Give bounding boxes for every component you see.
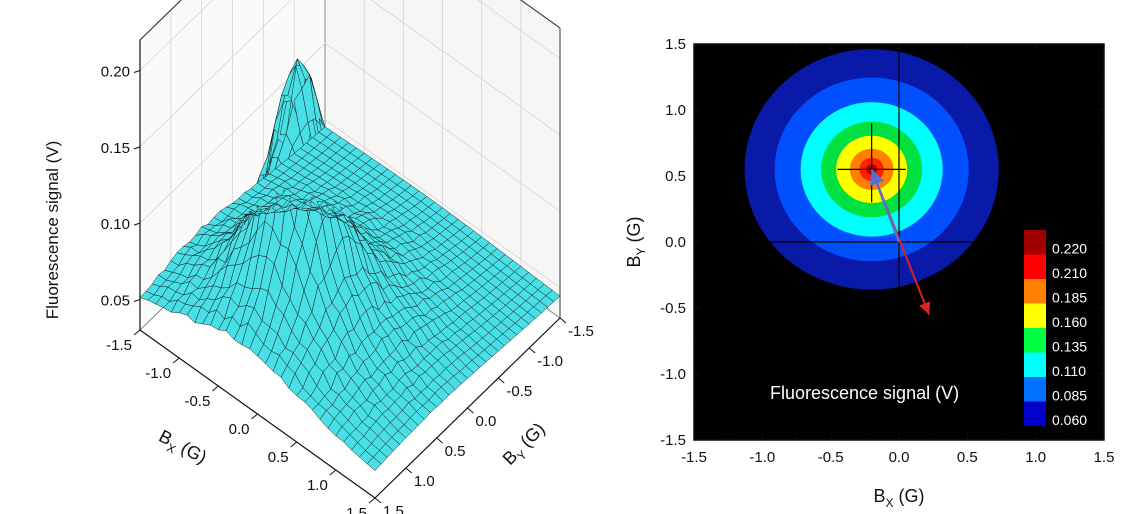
y-tick-label: 0.0 <box>476 413 497 430</box>
colorbar-label: 0.220 <box>1052 240 1087 256</box>
blue-arrow <box>869 168 901 243</box>
x-tick-label: -0.5 <box>184 393 210 410</box>
y-tick-label: -0.5 <box>660 300 686 317</box>
y-tick <box>374 497 382 504</box>
z-tick-label: 0.15 <box>101 140 130 157</box>
z-tick <box>133 298 141 302</box>
heatmap-frame <box>693 43 1105 441</box>
z-tick-label: 0.05 <box>101 292 130 309</box>
x-tick-label: 0.5 <box>957 449 978 466</box>
y-tick-label: 1.5 <box>665 36 686 53</box>
x-tick-label: 1.5 <box>1094 449 1115 466</box>
y-tick-label: -0.5 <box>506 383 532 400</box>
y-tick <box>405 467 413 474</box>
x-tick-label: 1.5 <box>346 505 367 514</box>
wall-grid-line <box>139 0 561 148</box>
z-tick-label: 0.20 <box>101 64 130 81</box>
colorbar-swatch <box>1024 352 1046 377</box>
y-tick-label: -1.0 <box>660 366 686 383</box>
x-tick <box>368 497 376 504</box>
y-tick-label: -1.0 <box>537 353 563 370</box>
x-tick-label: 0.0 <box>889 449 910 466</box>
wall-grid-line <box>139 42 561 224</box>
y-tick-label: -1.5 <box>660 432 686 449</box>
colorbar-label: 0.060 <box>1052 412 1087 428</box>
x-tick-label: -1.0 <box>145 365 171 382</box>
y-tick <box>498 377 505 384</box>
y-tick-label: 1.0 <box>665 102 686 119</box>
surface-mesh <box>139 57 561 471</box>
heatmap-ticks: -1.5 -1.0 -0.5 0.0 0.5 1.0 1.5 1.5 1.0 0.5 0.0 -0.5… <box>660 36 1114 466</box>
y-tick-label: 1.0 <box>414 473 435 490</box>
heatmap-annotation: Fluorescence signal (V) <box>770 383 959 403</box>
wall-grid-line <box>139 0 561 71</box>
colorbar-swatch <box>1024 254 1046 279</box>
x-axis-label: BX (G) <box>154 426 210 471</box>
x-tick <box>172 357 180 364</box>
y-axis-label: BY (G) <box>499 419 552 472</box>
y-tick <box>528 347 536 354</box>
colorbar-swatch <box>1024 230 1046 255</box>
x-tick <box>133 329 141 336</box>
surface-3d-chart: 0.05 0.10 0.15 0.20 -1.5 -1.0 -0.5 0.0 0.5 1.0 1.5… <box>43 0 594 514</box>
y-tick-label: 1.5 <box>383 503 404 514</box>
heatmap-y-axis-label: BY (G) <box>624 216 648 267</box>
heatmap-chart: -1.5 -1.0 -0.5 0.0 0.5 1.0 1.5 1.5 1.0 0.5 0.0 -0.5… <box>624 36 1114 510</box>
y-tick-label: 0.5 <box>665 168 686 185</box>
x-tick-label: 1.0 <box>307 477 328 494</box>
z-axis-label: Fluorescence signal (V) <box>43 141 62 320</box>
colorbar-label: 0.210 <box>1052 265 1087 281</box>
y-tick-label: -1.5 <box>568 323 594 340</box>
z-tick <box>133 70 141 74</box>
z-tick-label: 0.10 <box>101 216 130 233</box>
x-tick-label: 0.5 <box>268 449 289 466</box>
x-tick <box>212 385 219 392</box>
colorbar-label: 0.110 <box>1052 363 1086 379</box>
x-tick <box>251 413 258 420</box>
colorbar-swatch <box>1024 377 1046 402</box>
y-tick <box>467 407 474 414</box>
x-tick-label: -1.5 <box>681 449 707 466</box>
colorbar-label: 0.185 <box>1052 289 1087 305</box>
x-tick <box>290 441 297 448</box>
x-tick-label: -1.0 <box>749 449 775 466</box>
heatmap-x-axis-label: BX (G) <box>873 486 924 510</box>
y-tick <box>436 437 443 444</box>
x-tick-label: -0.5 <box>818 449 844 466</box>
x-tick-label: 1.0 <box>1025 449 1046 466</box>
colorbar-swatch <box>1024 328 1046 353</box>
y-tick <box>559 317 567 324</box>
y-tick-label: 0.5 <box>445 443 466 460</box>
x-tick-label: -1.5 <box>106 337 132 354</box>
x-tick-label: 0.0 <box>229 421 250 438</box>
colorbar-label: 0.135 <box>1052 338 1087 354</box>
colorbar-label: 0.160 <box>1052 314 1087 330</box>
surface-tick-labels: 0.05 0.10 0.15 0.20 -1.5 -1.0 -0.5 0.0 0.5 1.0 1.5… <box>101 64 594 514</box>
colorbar: 0.220 0.210 0.185 0.160 0.135 0.110 0.085 0.060 <box>1024 230 1087 428</box>
colorbar-swatch <box>1024 401 1046 426</box>
colorbar-swatch <box>1024 279 1046 304</box>
colorbar-swatch <box>1024 303 1046 328</box>
colorbar-label: 0.085 <box>1052 387 1087 403</box>
z-tick <box>133 222 141 226</box>
x-tick <box>329 469 337 476</box>
z-tick <box>133 146 141 150</box>
y-tick-label: 0.0 <box>665 234 686 251</box>
